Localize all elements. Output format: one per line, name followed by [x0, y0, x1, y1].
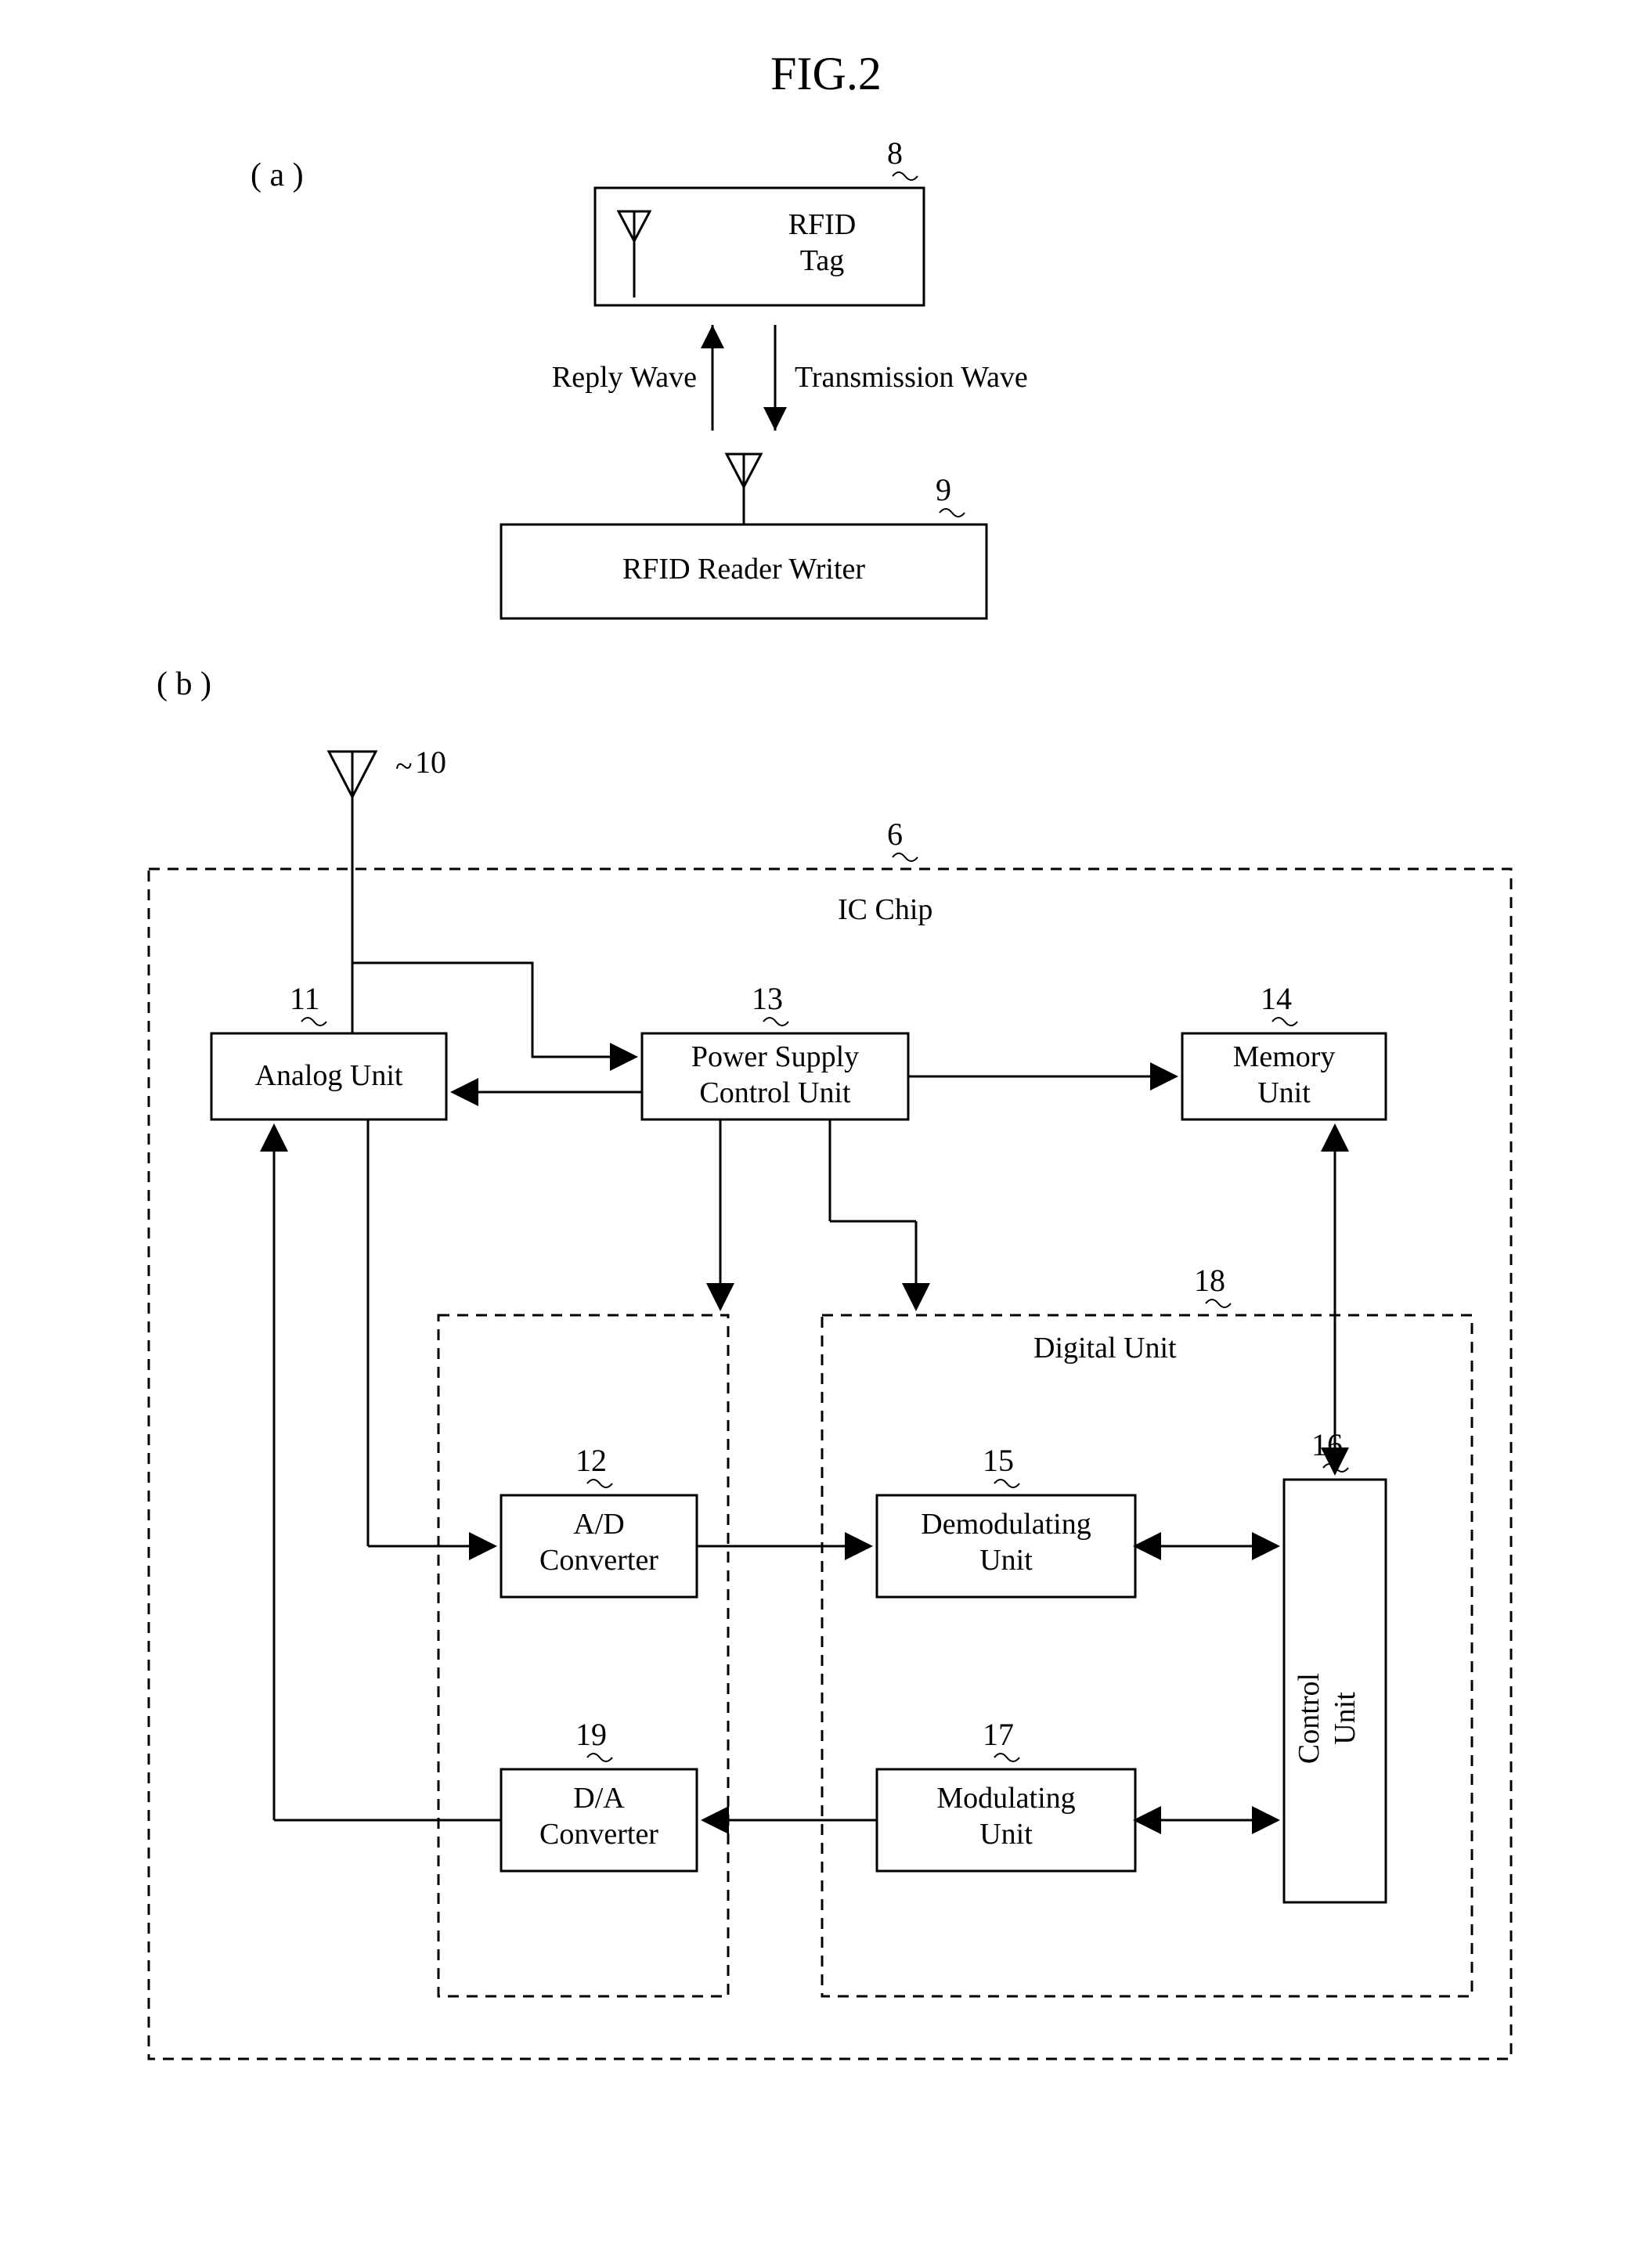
- ref-11: 11: [290, 980, 320, 1017]
- figure-container: FIG.2 ( a ) 8 RFID Tag Reply Wave Transm…: [94, 47, 1558, 2082]
- ref-19: 19: [575, 1716, 607, 1753]
- icchip-label: IC Chip: [838, 892, 932, 928]
- analog-label: Analog Unit: [211, 1058, 446, 1094]
- demod-label: Demodulating Unit: [877, 1507, 1135, 1578]
- control-label: Control Unit: [1292, 1671, 1363, 1765]
- ref-12: 12: [575, 1442, 607, 1479]
- ref-16: 16: [1311, 1426, 1343, 1463]
- digital-label: Digital Unit: [1033, 1331, 1177, 1367]
- ref-15: 15: [983, 1442, 1014, 1479]
- adc-label: A/D Converter: [501, 1507, 697, 1578]
- ref-14: 14: [1261, 980, 1292, 1017]
- dac-label: D/A Converter: [501, 1781, 697, 1852]
- ref-13: 13: [752, 980, 783, 1017]
- memory-label: Memory Unit: [1182, 1040, 1386, 1111]
- power-label: Power Supply Control Unit: [642, 1040, 908, 1111]
- ref-10-tilde: ~: [395, 748, 413, 784]
- mod-label: Modulating Unit: [877, 1781, 1135, 1852]
- ref-10: 10: [415, 744, 446, 781]
- ref-17: 17: [983, 1716, 1014, 1753]
- ref-18: 18: [1194, 1262, 1225, 1299]
- ref-6: 6: [887, 816, 903, 853]
